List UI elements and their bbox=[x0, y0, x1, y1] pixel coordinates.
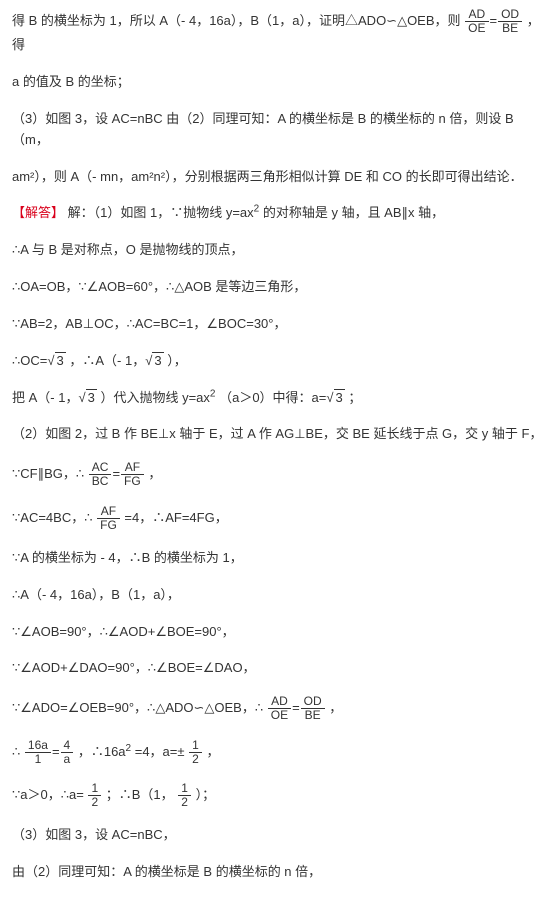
text: （a＞0）中得：a= bbox=[219, 390, 326, 405]
para-22: 由（2）同理可知：A 的横坐标是 B 的横坐标的 n 倍， bbox=[12, 862, 545, 883]
fraction-1-2-b: 12 bbox=[88, 782, 101, 809]
para-2: a 的值及 B 的坐标； bbox=[12, 72, 545, 93]
text: ∴OC= bbox=[12, 353, 47, 368]
superscript: 2 bbox=[126, 742, 132, 753]
text: ∵∠ADO=∠OEB=90°，∴△ADO∽△OEB，∴ bbox=[12, 700, 263, 715]
text: ∵∠AOD+∠DAO=90°，∴∠BOE=∠DAO， bbox=[12, 660, 256, 675]
fraction-ad-oe: ADOE bbox=[465, 8, 488, 35]
text: ∵CF∥BG，∴ bbox=[12, 466, 84, 481]
fraction-od-be-2: ODBE bbox=[301, 695, 325, 722]
text: ∵AC=4BC，∴ bbox=[12, 510, 92, 525]
para-14: ∵A 的横坐标为 - 4，∴B 的横坐标为 1， bbox=[12, 548, 545, 569]
text: ）代入抛物线 y=ax bbox=[100, 390, 209, 405]
para-10: 把 A（- 1，3 ）代入抛物线 y=ax2 （a＞0）中得：a=3 ； bbox=[12, 388, 545, 409]
para-6: ∴A 与 B 是对称点，O 是抛物线的顶点， bbox=[12, 240, 545, 261]
para-19: ∴ 16a1=4a ，∴16a2 =4，a=± 12 ， bbox=[12, 739, 545, 766]
text: am²），则 A（- mn，am²n²），分别根据两三角形相似计算 DE 和 C… bbox=[12, 169, 523, 184]
para-20: ∵a＞0，∴a= 12 ；∴B（1， 12 ）； bbox=[12, 782, 545, 809]
para-17: ∵∠AOD+∠DAO=90°，∴∠BOE=∠DAO， bbox=[12, 658, 545, 679]
sqrt-icon: 3 bbox=[326, 388, 344, 409]
para-3: （3）如图 3，设 AC=nBC 由（2）同理可知：A 的横坐标是 B 的横坐标… bbox=[12, 109, 545, 151]
fraction-od-be: ODBE bbox=[498, 8, 522, 35]
text: ∵a＞0，∴a= bbox=[12, 787, 84, 802]
text: 解：（1）如图 1，∵抛物线 y=ax bbox=[68, 205, 254, 220]
answer-label: 【解答】 bbox=[12, 205, 64, 220]
para-13: ∵AC=4BC，∴ AFFG =4，∴AF=4FG， bbox=[12, 505, 545, 532]
text: ∵AB=2，AB⊥OC，∴AC=BC=1，∠BOC=30°， bbox=[12, 316, 286, 331]
text: ）； bbox=[196, 787, 216, 802]
sqrt-icon: 3 bbox=[78, 388, 96, 409]
sqrt-icon: 3 bbox=[47, 351, 65, 372]
fraction-ad-oe-2: ADOE bbox=[268, 695, 291, 722]
text: ， bbox=[329, 700, 342, 715]
text: ∵∠AOB=90°，∴∠AOD+∠BOE=90°， bbox=[12, 624, 235, 639]
text: ）， bbox=[167, 353, 187, 368]
text: ∴A（- 4，16a），B（1，a）， bbox=[12, 587, 180, 602]
para-4: am²），则 A（- mn，am²n²），分别根据两三角形相似计算 DE 和 C… bbox=[12, 167, 545, 188]
superscript: 2 bbox=[254, 204, 260, 215]
fraction-1-2: 12 bbox=[189, 739, 202, 766]
text: =4，a=± bbox=[135, 744, 185, 759]
text: ∴ bbox=[12, 744, 20, 759]
para-8: ∵AB=2，AB⊥OC，∴AC=BC=1，∠BOC=30°， bbox=[12, 314, 545, 335]
fraction-1-2-c: 12 bbox=[178, 782, 191, 809]
text: ，∴A（- 1， bbox=[69, 353, 145, 368]
para-5: 【解答】 解：（1）如图 1，∵抛物线 y=ax2 的对称轴是 y 轴，且 AB… bbox=[12, 203, 545, 224]
text: 得 B 的横坐标为 1，所以 A（- 4，16a），B（1，a），证明△ADO∽… bbox=[12, 13, 461, 28]
para-9: ∴OC=3 ，∴A（- 1，3 ）， bbox=[12, 351, 545, 372]
text: 由（2）同理可知：A 的横坐标是 B 的横坐标的 n 倍， bbox=[12, 864, 321, 879]
text: ， bbox=[148, 466, 161, 481]
text: （2）如图 2，过 B 作 BE⊥x 轴于 E，过 A 作 AG⊥BE，交 BE… bbox=[12, 426, 542, 441]
para-1: 得 B 的横坐标为 1，所以 A（- 4，16a），B（1，a），证明△ADO∽… bbox=[12, 8, 545, 56]
text: ， bbox=[206, 744, 219, 759]
fraction-4-a: 4a bbox=[61, 739, 74, 766]
text: ；∴B（1， bbox=[106, 787, 174, 802]
text: 把 A（- 1， bbox=[12, 390, 78, 405]
text: （3）如图 3，设 AC=nBC 由（2）同理可知：A 的横坐标是 B 的横坐标… bbox=[12, 111, 514, 147]
text: ∴OA=OB，∵∠AOB=60°，∴△AOB 是等边三角形， bbox=[12, 279, 306, 294]
para-21: （3）如图 3，设 AC=nBC， bbox=[12, 825, 545, 846]
text: ∵A 的横坐标为 - 4，∴B 的横坐标为 1， bbox=[12, 550, 243, 565]
fraction-16a-1: 16a1 bbox=[25, 739, 51, 766]
fraction-af-fg-2: AFFG bbox=[97, 505, 120, 532]
text: （3）如图 3，设 AC=nBC， bbox=[12, 827, 176, 842]
text: ，∴16a bbox=[78, 744, 126, 759]
text: ∴A 与 B 是对称点，O 是抛物线的顶点， bbox=[12, 242, 243, 257]
fraction-ac-bc: ACBC bbox=[89, 461, 112, 488]
text: a 的值及 B 的坐标； bbox=[12, 74, 130, 89]
fraction-af-fg: AFFG bbox=[121, 461, 144, 488]
para-18: ∵∠ADO=∠OEB=90°，∴△ADO∽△OEB，∴ ADOE=ODBE ， bbox=[12, 695, 545, 722]
para-7: ∴OA=OB，∵∠AOB=60°，∴△AOB 是等边三角形， bbox=[12, 277, 545, 298]
text: =4，∴AF=4FG， bbox=[124, 510, 227, 525]
para-15: ∴A（- 4，16a），B（1，a）， bbox=[12, 585, 545, 606]
para-16: ∵∠AOB=90°，∴∠AOD+∠BOE=90°， bbox=[12, 622, 545, 643]
para-12: ∵CF∥BG，∴ ACBC=AFFG ， bbox=[12, 461, 545, 488]
para-11: （2）如图 2，过 B 作 BE⊥x 轴于 E，过 A 作 AG⊥BE，交 BE… bbox=[12, 424, 545, 445]
text: ； bbox=[348, 390, 361, 405]
sqrt-icon: 3 bbox=[145, 351, 163, 372]
text: 的对称轴是 y 轴，且 AB∥x 轴， bbox=[263, 205, 444, 220]
superscript: 2 bbox=[210, 388, 216, 399]
